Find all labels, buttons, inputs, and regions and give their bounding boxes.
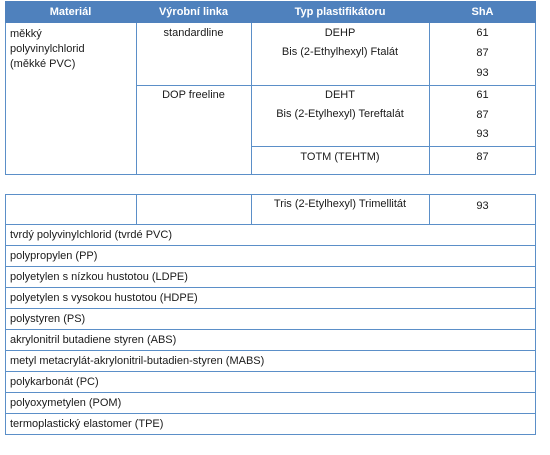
- material-row: polyetylen s vysokou hustotou (HDPE): [10, 292, 198, 304]
- header-line: Výrobní linka: [136, 1, 251, 23]
- grid-line: [5, 174, 536, 175]
- plasticizer-totm: TOTM (TEHTM): [300, 151, 380, 163]
- material-soft-pvc: měkký polyvinylchlorid (měkké PVC): [10, 27, 85, 72]
- material-row: termoplastický elastomer (TPE): [10, 418, 164, 430]
- grid-line: [5, 245, 536, 246]
- plasticizer-trimellitate: Tris (2-Etylhexyl) Trimellitát: [273, 198, 407, 210]
- grid-line: [5, 350, 536, 351]
- grid-line: [136, 85, 536, 86]
- plasticizer-name: Bis (2-Ethylhexyl) Ftalát: [281, 46, 399, 58]
- plasticizer-code: DEHP: [324, 27, 356, 39]
- sha-value: 61: [476, 89, 489, 101]
- material-row: metyl metacrylát-akrylonitril-butadien-s…: [10, 355, 265, 367]
- material-soft-pvc-line: polyvinylchlorid: [10, 43, 85, 55]
- sha-value: 93: [476, 128, 489, 140]
- material-row: polypropylen (PP): [10, 250, 98, 262]
- grid-line: [429, 23, 430, 175]
- header-material: Materiál: [5, 1, 136, 23]
- grid-line: [5, 224, 536, 225]
- sha-value: 87: [476, 109, 489, 121]
- grid-line: [5, 371, 536, 372]
- grid-line: [429, 194, 430, 224]
- sha-value: 93: [476, 67, 489, 79]
- sha-value: 93: [476, 200, 489, 212]
- grid-line: [5, 392, 536, 393]
- material-row: akrylonitril butadiene styren (ABS): [10, 334, 177, 346]
- grid-line: [251, 194, 252, 224]
- material-row: polyoxymetylen (POM): [10, 397, 122, 409]
- material-soft-pvc-line: (měkké PVC): [10, 58, 76, 70]
- plasticizer-code: DEHT: [325, 89, 355, 101]
- header-sha: ShA: [429, 1, 536, 23]
- material-row: polyetylen s nízkou hustotou (LDPE): [10, 271, 188, 283]
- grid-line: [5, 194, 6, 435]
- line-standardline: standardline: [163, 27, 224, 39]
- line-dop-freeline: DOP freeline: [162, 89, 225, 101]
- plasticizer-name: Bis (2-Etylhexyl) Tereftalát: [276, 108, 404, 120]
- material-row: tvrdý polyvinylchlorid (tvrdé PVC): [10, 229, 172, 241]
- sha-value: 61: [476, 27, 489, 39]
- grid-line: [136, 23, 137, 175]
- grid-line: [5, 434, 536, 435]
- sha-value: 87: [476, 151, 489, 163]
- grid-line: [5, 287, 536, 288]
- grid-line: [535, 194, 536, 435]
- grid-line: [251, 23, 252, 175]
- grid-line: [5, 329, 536, 330]
- grid-line: [251, 146, 536, 147]
- grid-line: [5, 23, 6, 175]
- material-row: polystyren (PS): [10, 313, 86, 325]
- grid-line: [5, 308, 536, 309]
- grid-line: [5, 266, 536, 267]
- grid-line: [136, 194, 137, 224]
- grid-line: [5, 413, 536, 414]
- grid-line: [535, 23, 536, 175]
- material-soft-pvc-line: měkký: [10, 28, 42, 40]
- sha-value: 87: [476, 47, 489, 59]
- header-plasticizer: Typ plastifikátoru: [251, 1, 429, 23]
- grid-line: [5, 194, 536, 195]
- material-row: polykarbonát (PC): [10, 376, 99, 388]
